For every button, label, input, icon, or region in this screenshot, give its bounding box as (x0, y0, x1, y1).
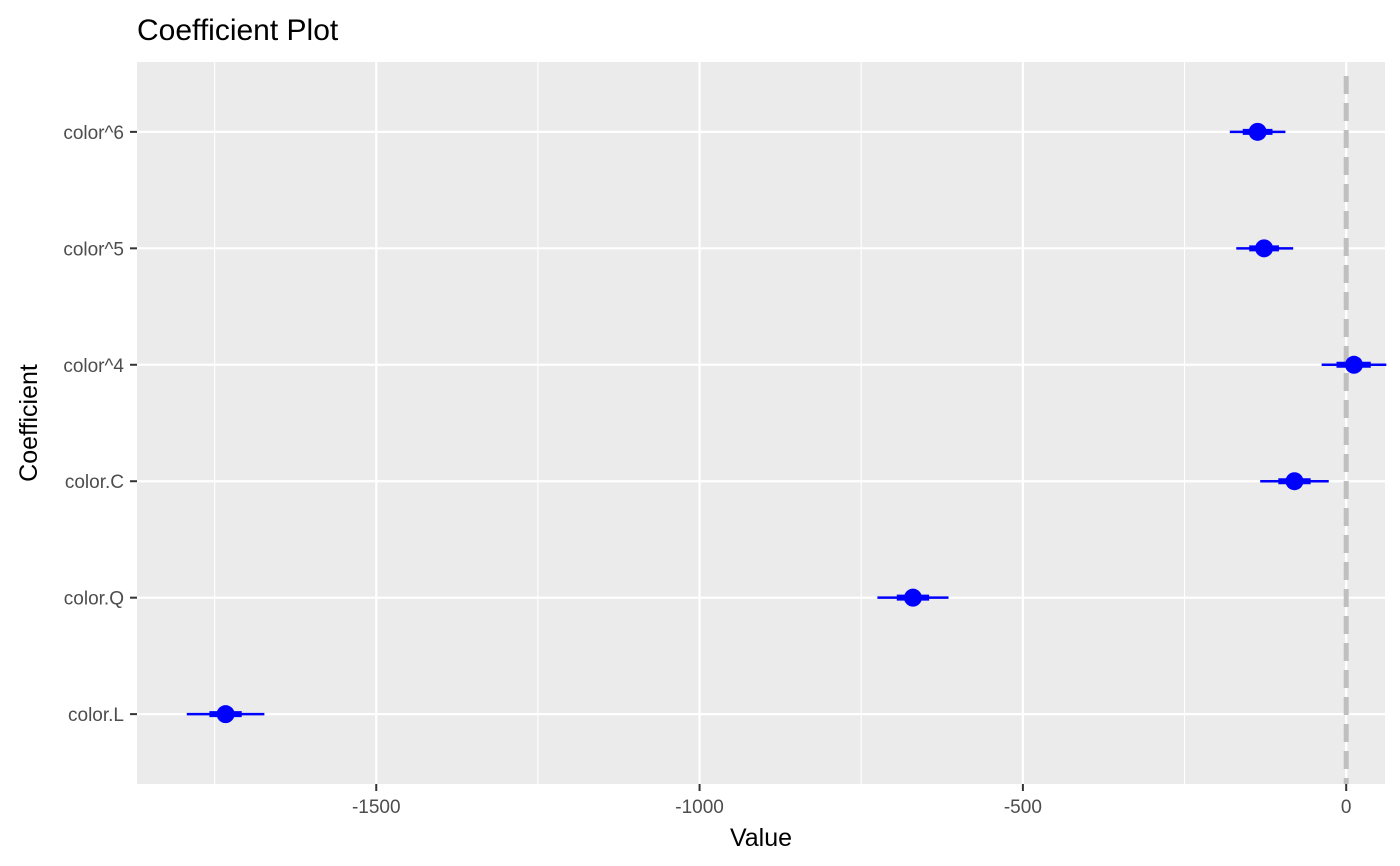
coefficient-point-color.Q (903, 588, 922, 607)
y-axis-title: Coefficient (15, 364, 43, 482)
coefficient-point-color^6 (1248, 122, 1267, 141)
y-tick-label: color^5 (63, 239, 124, 260)
y-tick-label: color.L (68, 705, 124, 726)
x-tick-label: -1500 (352, 797, 401, 818)
grid-lines (137, 62, 1385, 784)
y-tick-label: color.C (65, 472, 124, 493)
y-tick-label: color.Q (64, 589, 124, 610)
coefficient-point-color.L (216, 705, 235, 724)
coefficient-point-color^4 (1344, 355, 1363, 374)
y-tick-label: color^4 (63, 356, 124, 377)
x-axis: -1500 -1000 -500 0 (352, 784, 1352, 818)
plot-panel (137, 62, 1385, 784)
coefficient-marks (186, 122, 1387, 724)
coefficient-point-color.C (1285, 472, 1304, 491)
y-tick-label: color^6 (63, 123, 124, 144)
coefficient-point-color^5 (1255, 239, 1274, 258)
chart-title: Coefficient Plot (137, 14, 339, 47)
x-tick-label: 0 (1341, 797, 1352, 818)
x-tick-label: -500 (1004, 797, 1042, 818)
x-tick-label: -1000 (675, 797, 724, 818)
x-axis-title: Value (730, 824, 792, 852)
y-axis: color.L color.Q color.C color^4 color^5 color… (63, 123, 137, 726)
